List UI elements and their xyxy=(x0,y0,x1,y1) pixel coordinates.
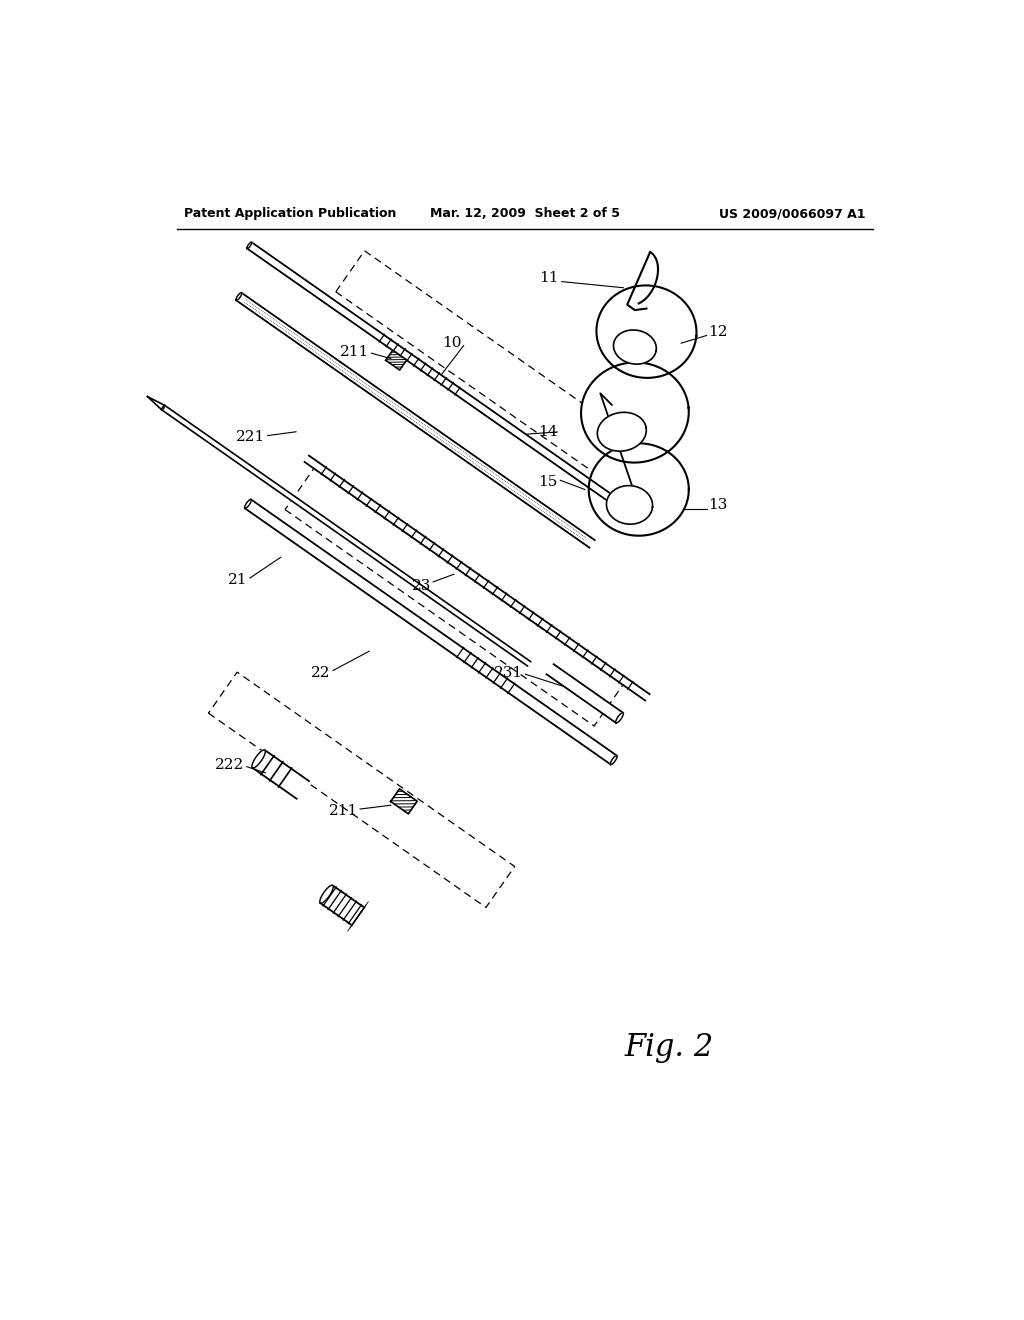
Text: 14: 14 xyxy=(539,425,558,438)
Polygon shape xyxy=(613,330,656,364)
Text: 23: 23 xyxy=(412,578,431,593)
Polygon shape xyxy=(589,444,689,536)
Text: 11: 11 xyxy=(540,271,559,285)
Polygon shape xyxy=(615,713,624,723)
Polygon shape xyxy=(304,455,649,701)
Polygon shape xyxy=(321,886,365,925)
Polygon shape xyxy=(610,755,617,764)
Polygon shape xyxy=(597,412,646,451)
Polygon shape xyxy=(581,363,689,462)
Polygon shape xyxy=(319,886,333,903)
Text: 12: 12 xyxy=(708,325,728,339)
Text: 211: 211 xyxy=(340,346,370,359)
Polygon shape xyxy=(252,750,265,768)
Polygon shape xyxy=(247,242,252,248)
Text: 21: 21 xyxy=(228,573,248,587)
Text: US 2009/0066097 A1: US 2009/0066097 A1 xyxy=(719,207,865,220)
Text: 211: 211 xyxy=(329,804,357,818)
Text: 10: 10 xyxy=(442,337,462,350)
Polygon shape xyxy=(147,396,165,409)
Polygon shape xyxy=(386,350,407,370)
Polygon shape xyxy=(606,486,652,524)
Polygon shape xyxy=(391,789,417,814)
Polygon shape xyxy=(547,664,623,723)
Polygon shape xyxy=(245,499,251,508)
Text: Fig. 2: Fig. 2 xyxy=(625,1032,714,1063)
Text: 13: 13 xyxy=(708,498,727,512)
Polygon shape xyxy=(623,506,627,511)
Text: 221: 221 xyxy=(237,430,265,444)
Text: Patent Application Publication: Patent Application Publication xyxy=(184,207,397,220)
Polygon shape xyxy=(245,499,616,764)
Text: 222: 222 xyxy=(215,758,245,772)
Polygon shape xyxy=(352,908,365,925)
Polygon shape xyxy=(236,293,242,301)
Text: 231: 231 xyxy=(495,665,523,680)
Text: Mar. 12, 2009  Sheet 2 of 5: Mar. 12, 2009 Sheet 2 of 5 xyxy=(430,207,620,220)
Polygon shape xyxy=(237,293,595,548)
Polygon shape xyxy=(162,405,165,411)
Polygon shape xyxy=(253,750,309,799)
Text: 22: 22 xyxy=(311,665,331,680)
Polygon shape xyxy=(247,242,630,513)
Polygon shape xyxy=(596,285,696,378)
Polygon shape xyxy=(162,405,530,667)
Text: 15: 15 xyxy=(539,475,558,488)
